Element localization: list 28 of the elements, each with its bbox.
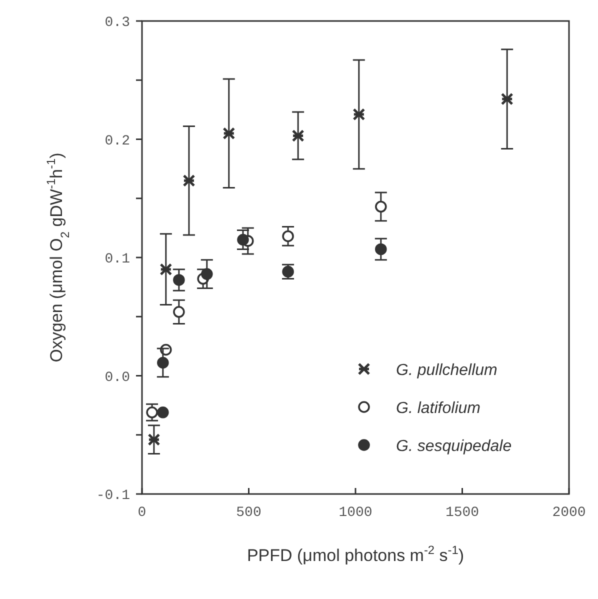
point: [500, 92, 514, 106]
x-tick-label: 1500: [445, 505, 480, 521]
y-tick-label: 0.0: [104, 370, 130, 386]
point: [157, 356, 169, 369]
y-tick-label: 0.2: [104, 133, 130, 150]
legend-label: G. sesquipedale: [396, 438, 512, 455]
y-tick-label: 0.3: [104, 15, 130, 31]
point: [375, 200, 387, 213]
point: [292, 129, 304, 142]
x-tick-label: 2000: [552, 505, 586, 521]
y-tick-label: -0.1: [96, 488, 130, 504]
point: [148, 433, 160, 446]
x-tick-label: 500: [236, 505, 262, 521]
x-axis-title: PPFD (μmol photons m$^{-2}$ s$^{-1}$): [246, 543, 464, 565]
point: [182, 174, 196, 187]
x-tick-label: 0: [138, 505, 146, 521]
point: [352, 108, 366, 121]
x-tick-label: 1000: [338, 505, 372, 521]
point: [173, 306, 185, 318]
y-tick-label: 0.1: [104, 252, 130, 268]
point: [157, 406, 169, 418]
point: [375, 243, 387, 256]
point: [173, 274, 185, 286]
point: [160, 263, 172, 276]
point: [201, 268, 213, 280]
point: [222, 127, 236, 140]
legend-label: G. pullchellum: [396, 362, 498, 379]
legend-label: G. latifolium: [396, 400, 480, 417]
